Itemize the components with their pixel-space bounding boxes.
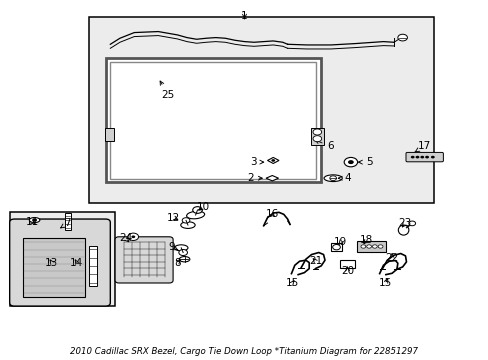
Text: 14: 14 — [70, 257, 83, 267]
Circle shape — [192, 207, 202, 213]
Circle shape — [131, 235, 135, 238]
Bar — [10, 212, 115, 306]
Text: 24: 24 — [119, 234, 132, 243]
Bar — [310, 128, 324, 145]
Text: 8: 8 — [174, 257, 181, 267]
Text: 15: 15 — [379, 278, 392, 288]
Circle shape — [415, 156, 419, 158]
Text: 17: 17 — [414, 141, 430, 152]
Text: 22: 22 — [385, 253, 398, 263]
Circle shape — [397, 34, 407, 41]
Polygon shape — [267, 157, 279, 163]
Bar — [104, 128, 114, 141]
Text: 15: 15 — [285, 278, 299, 288]
FancyBboxPatch shape — [405, 152, 443, 162]
Text: 25: 25 — [160, 81, 174, 99]
Circle shape — [271, 159, 275, 162]
Circle shape — [424, 156, 428, 158]
Circle shape — [420, 156, 424, 158]
Circle shape — [360, 245, 365, 248]
Text: 18: 18 — [359, 235, 372, 245]
Ellipse shape — [186, 211, 204, 219]
Text: 6: 6 — [314, 140, 333, 152]
Ellipse shape — [29, 217, 40, 222]
Text: 21: 21 — [308, 256, 322, 266]
Circle shape — [312, 136, 321, 142]
Circle shape — [366, 245, 371, 248]
Text: 10: 10 — [197, 202, 210, 212]
Circle shape — [347, 160, 353, 164]
Bar — [64, 213, 70, 230]
Text: 3: 3 — [249, 157, 263, 167]
Text: 9: 9 — [168, 242, 178, 252]
Bar — [105, 58, 321, 182]
Text: 2010 Cadillac SRX Bezel, Cargo Tie Down Loop *Titanium Diagram for 22851297: 2010 Cadillac SRX Bezel, Cargo Tie Down … — [70, 347, 418, 356]
Ellipse shape — [324, 175, 342, 181]
Circle shape — [182, 218, 189, 223]
Circle shape — [312, 129, 321, 135]
Ellipse shape — [181, 222, 195, 229]
Bar — [110, 62, 316, 179]
Text: 7: 7 — [61, 219, 70, 228]
Bar — [89, 18, 433, 203]
Polygon shape — [265, 176, 278, 181]
Circle shape — [377, 245, 382, 248]
Text: 5: 5 — [358, 157, 372, 167]
Bar — [89, 246, 97, 286]
Circle shape — [329, 176, 336, 181]
Circle shape — [179, 249, 187, 256]
Circle shape — [32, 219, 37, 222]
Circle shape — [410, 156, 414, 158]
Bar — [340, 260, 354, 268]
Ellipse shape — [174, 245, 187, 251]
Text: 20: 20 — [340, 266, 353, 276]
Ellipse shape — [179, 257, 189, 262]
Text: 16: 16 — [265, 210, 278, 219]
Text: 19: 19 — [333, 238, 346, 247]
Text: 1: 1 — [241, 11, 247, 21]
Bar — [356, 241, 385, 252]
Bar — [23, 238, 85, 297]
Text: 4: 4 — [338, 173, 350, 183]
Ellipse shape — [398, 225, 408, 235]
Circle shape — [372, 245, 376, 248]
Circle shape — [332, 244, 340, 250]
Text: 13: 13 — [45, 257, 59, 267]
Text: 2: 2 — [246, 173, 262, 183]
Circle shape — [344, 157, 357, 167]
FancyBboxPatch shape — [115, 237, 173, 283]
Circle shape — [128, 233, 138, 240]
Text: 12: 12 — [166, 213, 180, 223]
Circle shape — [408, 221, 415, 226]
Text: 11: 11 — [26, 217, 39, 228]
FancyBboxPatch shape — [10, 219, 110, 306]
Text: 23: 23 — [398, 219, 411, 228]
Bar — [330, 243, 342, 251]
Circle shape — [430, 156, 434, 158]
